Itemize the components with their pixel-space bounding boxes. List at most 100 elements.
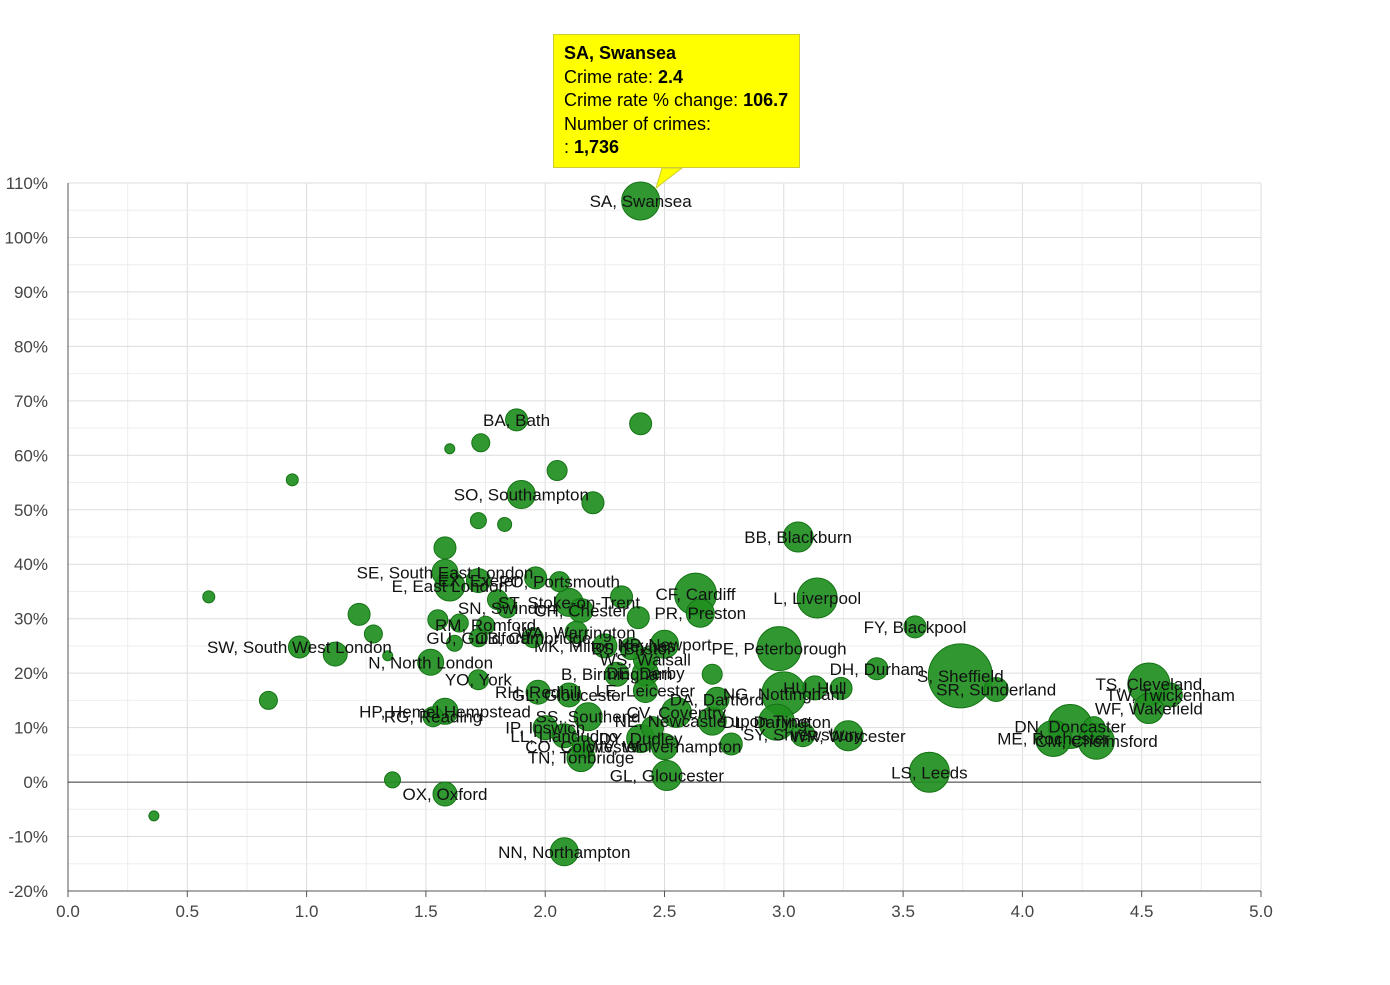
bubble[interactable]	[446, 634, 464, 652]
bubble[interactable]	[641, 716, 665, 740]
y-tick-label: 20%	[14, 664, 48, 683]
bubble[interactable]	[903, 615, 927, 639]
bubble[interactable]	[610, 585, 634, 609]
bubble-label: CF, Cardiff	[656, 585, 736, 604]
bubble[interactable]	[202, 590, 216, 604]
bubble-label: ST, Stoke-on-Trent	[498, 593, 640, 612]
bubble[interactable]	[592, 633, 618, 659]
bubble[interactable]	[383, 771, 401, 789]
bubble[interactable]	[651, 733, 678, 761]
bubble[interactable]	[571, 735, 595, 759]
bubble[interactable]	[432, 781, 458, 807]
bubble[interactable]	[431, 558, 459, 586]
bubble[interactable]	[433, 536, 457, 560]
bubble-label: SS, Southend	[536, 708, 641, 727]
bubble[interactable]	[650, 629, 679, 659]
bubble-label: TN, Tonbridge	[528, 749, 634, 768]
bubble[interactable]	[287, 635, 311, 659]
bubble-label: HU, Hull	[783, 679, 846, 698]
bubble[interactable]	[581, 491, 605, 515]
bubble-label: LE, Leicester	[596, 682, 696, 701]
bubble[interactable]	[546, 460, 568, 482]
bubble[interactable]	[525, 679, 551, 705]
bubble[interactable]	[422, 706, 444, 728]
bubble[interactable]	[626, 606, 650, 630]
bubble-label: NG, Nottingham	[723, 685, 845, 704]
bubble[interactable]	[549, 571, 571, 593]
bubble[interactable]	[701, 663, 723, 685]
bubble[interactable]	[619, 637, 643, 661]
bubble[interactable]	[632, 678, 658, 704]
bubble[interactable]	[148, 810, 160, 822]
bubble[interactable]	[564, 620, 588, 644]
tooltip-title: SA, Swansea	[564, 43, 677, 63]
bubble[interactable]	[756, 626, 802, 672]
bubble[interactable]	[704, 686, 730, 712]
bubble-highlight	[618, 179, 663, 223]
bubble[interactable]	[524, 566, 548, 590]
bubble[interactable]	[258, 690, 278, 710]
bubble[interactable]	[651, 760, 683, 792]
y-tick-label: 80%	[14, 337, 48, 356]
bubble[interactable]	[551, 723, 577, 749]
bubble[interactable]	[471, 433, 491, 453]
bubble[interactable]	[1082, 716, 1106, 740]
bubble[interactable]	[382, 650, 394, 662]
bubble[interactable]	[604, 661, 630, 687]
bubble[interactable]	[927, 643, 993, 709]
bubble[interactable]	[465, 568, 491, 594]
y-tick-label: 110%	[6, 174, 48, 193]
tooltip-count-label: Number of crimes:	[564, 113, 712, 134]
x-tick-label: 1.0	[295, 902, 319, 921]
bubble[interactable]	[660, 696, 692, 728]
bubble[interactable]	[285, 473, 299, 487]
bubble[interactable]	[983, 676, 1009, 702]
bubble[interactable]	[782, 521, 814, 553]
bubble[interactable]	[865, 657, 889, 681]
bubble[interactable]	[790, 722, 816, 748]
bubble[interactable]	[468, 628, 488, 648]
bubble[interactable]	[685, 598, 715, 628]
x-tick-label: 5.0	[1249, 902, 1273, 921]
bubble-label: BA, Bath	[483, 411, 550, 430]
bubble[interactable]	[505, 408, 529, 432]
bubble[interactable]	[621, 181, 661, 221]
bubble[interactable]	[522, 627, 544, 649]
bubble-label: YO, York	[445, 671, 513, 690]
bubble[interactable]	[758, 703, 796, 741]
bubble[interactable]	[573, 702, 603, 732]
bubble[interactable]	[832, 720, 864, 752]
bubble[interactable]	[449, 613, 469, 633]
bubble-label: DN, Doncaster	[1014, 718, 1126, 737]
bubble[interactable]	[497, 516, 513, 532]
x-tick-label: 3.5	[891, 902, 915, 921]
bubble[interactable]	[1157, 682, 1183, 708]
bubble[interactable]	[347, 602, 371, 626]
bubble[interactable]	[417, 648, 445, 676]
x-tick-label: 2.0	[533, 902, 557, 921]
bubble[interactable]	[719, 732, 743, 756]
bubble[interactable]	[802, 675, 828, 701]
bubble-label: DL, Darlington	[722, 713, 831, 732]
bubble[interactable]	[427, 609, 449, 631]
bubble-label: PE, Peterborough	[711, 640, 846, 659]
bubble[interactable]	[363, 624, 383, 644]
bubble[interactable]	[556, 682, 582, 708]
bubble[interactable]	[506, 480, 536, 510]
bubble[interactable]	[467, 669, 489, 691]
bubble[interactable]	[908, 751, 950, 793]
tooltip-count-value: 1,736	[574, 137, 620, 157]
bubble[interactable]	[796, 577, 838, 619]
bubble[interactable]	[1133, 693, 1165, 725]
bubble[interactable]	[829, 676, 853, 700]
bubble[interactable]	[1034, 720, 1072, 758]
bubble-label: L, Liverpool	[773, 589, 861, 608]
bubble[interactable]	[549, 837, 579, 867]
bubble-label: CH, Chester	[534, 602, 628, 621]
bubble-label: NP, Newport	[617, 635, 711, 654]
bubble[interactable]	[469, 512, 487, 530]
bubble[interactable]	[629, 412, 653, 436]
bubble[interactable]	[496, 597, 518, 619]
bubble[interactable]	[444, 443, 456, 455]
bubble[interactable]	[322, 641, 348, 667]
